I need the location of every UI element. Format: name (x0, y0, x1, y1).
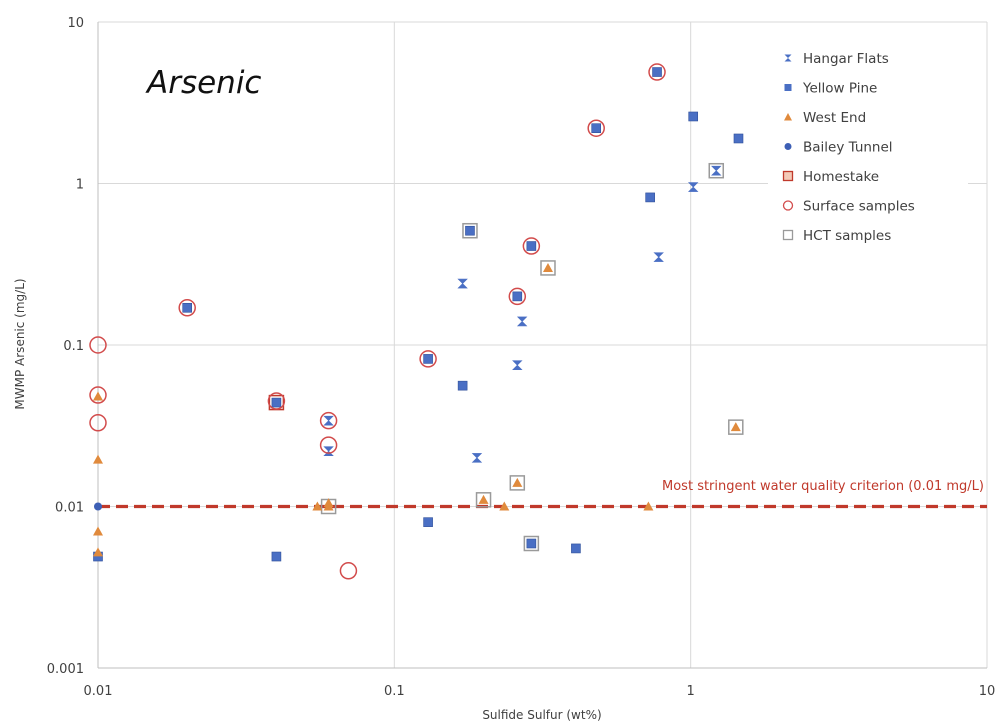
legend-label: West End (803, 110, 866, 126)
point-hangar-flats (512, 360, 523, 370)
point-surface-samples (339, 562, 358, 580)
point-west-end (93, 547, 103, 557)
point-yellow-pine (571, 543, 581, 554)
legend-marker (782, 229, 794, 241)
legend-label: HCT samples (803, 228, 891, 244)
y-axis-label: MWMP Arsenic (mg/L) (13, 278, 27, 409)
point-yellow-pine (271, 551, 282, 562)
legend-marker (784, 143, 792, 150)
x-tick-label: 0.01 (84, 684, 113, 699)
point-surface-samples (508, 287, 527, 306)
x-tick-label: 0.1 (384, 684, 405, 699)
y-tick-label: 1 (76, 178, 84, 193)
point-west-end (312, 501, 323, 511)
point-hct-samples (708, 162, 725, 179)
point-west-end (730, 422, 741, 432)
point-surface-samples (89, 386, 107, 404)
point-west-end (542, 262, 553, 272)
point-surface-samples (648, 63, 666, 81)
point-hangar-flats (471, 453, 483, 463)
point-west-end (499, 501, 510, 511)
legend-label: Homestake (803, 169, 879, 185)
point-west-end (323, 501, 334, 511)
point-hangar-flats (711, 165, 722, 176)
point-yellow-pine (271, 397, 282, 408)
reference-line-label: Most stringent water quality criterion (… (662, 479, 984, 494)
point-surface-samples (267, 392, 286, 410)
legend-marker (784, 54, 792, 62)
point-hct-samples (523, 535, 540, 552)
point-yellow-pine (526, 538, 537, 549)
point-bailey-tunnel (94, 502, 102, 511)
point-surface-samples (522, 237, 541, 255)
point-west-end (512, 477, 523, 487)
legend-marker (782, 200, 794, 211)
legend-background (768, 40, 968, 252)
point-hangar-flats (687, 182, 699, 192)
point-west-end (93, 391, 103, 401)
point-hct-samples (540, 260, 556, 276)
point-yellow-pine (423, 354, 433, 364)
point-hangar-flats (323, 415, 334, 426)
point-hct-samples (728, 419, 744, 435)
point-yellow-pine (688, 111, 699, 122)
point-west-end (643, 501, 654, 511)
x-tick-label: 10 (979, 684, 996, 699)
point-surface-samples (319, 411, 338, 430)
point-yellow-pine (182, 302, 193, 313)
point-surface-samples (89, 414, 107, 432)
point-yellow-pine (457, 380, 468, 391)
y-tick-label: 0.01 (55, 501, 84, 516)
legend-label: Hangar Flats (803, 51, 889, 67)
point-yellow-pine (512, 291, 523, 302)
y-tick-label: 10 (67, 16, 84, 31)
point-hangar-flats (323, 446, 334, 456)
point-surface-samples (587, 119, 605, 137)
legend-label: Yellow Pine (802, 81, 877, 97)
point-surface-samples (319, 436, 338, 454)
point-yellow-pine (591, 123, 602, 133)
point-yellow-pine (526, 241, 537, 251)
point-hangar-flats (457, 278, 468, 289)
point-surface-samples (89, 336, 107, 354)
legend-label: Surface samples (803, 199, 915, 215)
point-surface-samples (419, 350, 437, 368)
point-west-end (93, 454, 103, 464)
y-tick-label: 0.001 (47, 662, 84, 677)
point-yellow-pine (465, 225, 475, 236)
panel-title: Arsenic (145, 65, 261, 101)
point-hct-samples (509, 475, 526, 491)
data-points (89, 63, 744, 580)
legend-marker (784, 84, 792, 91)
point-yellow-pine (733, 133, 744, 144)
legend-label: Bailey Tunnel (803, 140, 893, 156)
legend-marker (782, 170, 794, 182)
point-yellow-pine (652, 67, 662, 77)
point-hct-samples (462, 222, 478, 239)
point-west-end (93, 526, 103, 536)
legend: Hangar Flats Yellow Pine West End Bailey Tu… (768, 40, 968, 252)
y-tick-label: 0.1 (63, 339, 84, 354)
point-hangar-flats (653, 252, 664, 262)
point-yellow-pine (645, 192, 655, 203)
legend-marker (784, 113, 792, 121)
point-west-end (478, 494, 489, 504)
point-yellow-pine (423, 517, 433, 527)
point-hct-samples (475, 492, 492, 508)
x-axis-label: Sulfide Sulfur (wt%) (482, 708, 601, 722)
point-surface-samples (178, 299, 196, 317)
x-tick-label: 1 (687, 684, 695, 699)
point-hangar-flats (516, 316, 528, 327)
